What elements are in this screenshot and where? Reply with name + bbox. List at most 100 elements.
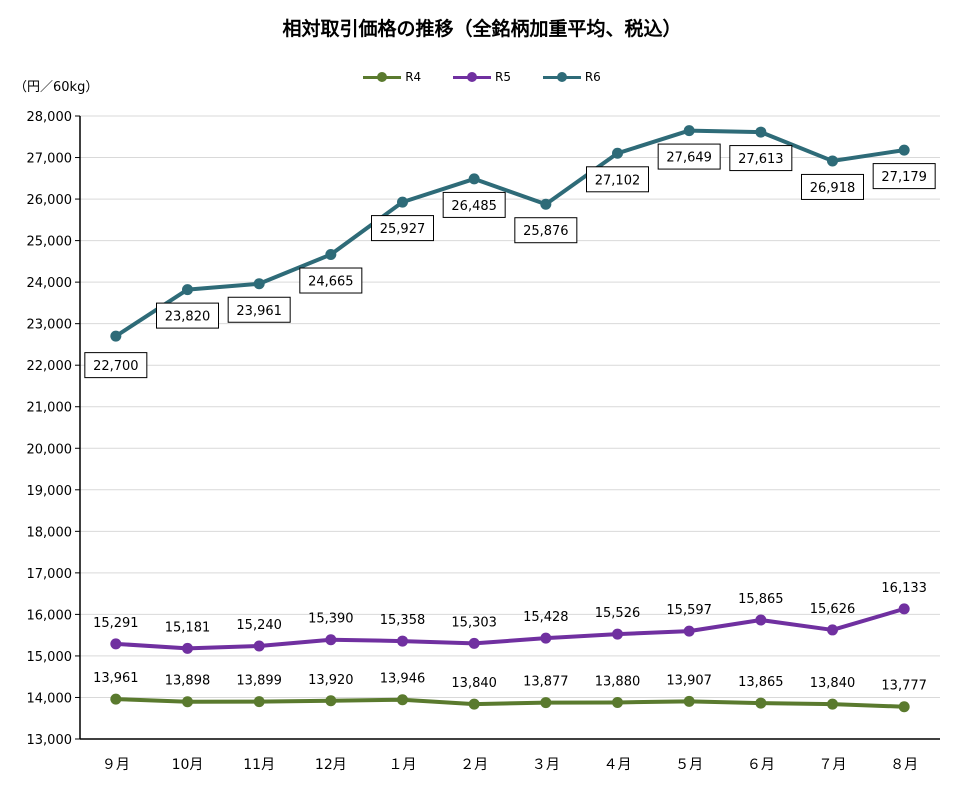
data-label-r5: 15,303: [451, 615, 497, 630]
data-label-r4: 13,880: [595, 674, 641, 689]
data-point-r5: [827, 624, 838, 636]
data-point-r5: [683, 625, 695, 637]
data-point-r5: [755, 614, 767, 626]
x-tick-label: 10月: [172, 757, 204, 773]
series-line-r5: [115, 606, 905, 651]
data-label-box-r6: [156, 302, 219, 329]
data-label-box-r6: [657, 143, 721, 170]
y-tick-label: 27,000: [27, 152, 73, 167]
legend-swatch-r5: [453, 69, 491, 85]
data-point-r6: [612, 147, 623, 159]
legend-label-r5: R5: [495, 70, 511, 84]
data-point-r4: [683, 695, 695, 707]
legend-item-r6: R6: [542, 69, 601, 85]
data-label-box-r6: [514, 217, 578, 244]
y-tick-label: 16,000: [27, 608, 73, 623]
data-point-r6: [755, 126, 767, 138]
x-tick-label: １月: [389, 757, 417, 773]
data-point-r4: [898, 701, 910, 713]
data-label-r4: 13,898: [165, 674, 211, 689]
data-point-r5: [468, 637, 480, 649]
data-label-r5: 16,133: [881, 581, 927, 596]
data-label-r5: 15,428: [523, 610, 569, 625]
data-label-r5: 15,358: [380, 613, 426, 628]
y-tick-label: 18,000: [27, 525, 73, 540]
data-label-r4: 13,907: [666, 673, 712, 688]
series-line-r4: [115, 697, 905, 709]
legend-item-r5: R5: [453, 69, 511, 85]
data-point-r4: [182, 696, 193, 708]
y-tick-label: 13,000: [27, 733, 73, 748]
data-label-r6: 27,179: [881, 170, 927, 185]
data-point-r5: [182, 642, 193, 654]
chart-title: 相対取引価格の推移（全銘柄加重平均、税込）: [282, 18, 682, 40]
data-label-r4: 13,961: [93, 671, 139, 686]
data-label-box-r6: [299, 267, 363, 294]
x-tick-label: ５月: [675, 757, 703, 773]
x-tick-label: ２月: [460, 757, 488, 773]
x-tick-label: ６月: [747, 757, 775, 773]
data-label-r6: 24,665: [308, 275, 354, 290]
series-line-r6: [114, 128, 905, 338]
data-label-r6: 22,700: [93, 359, 139, 374]
data-point-r5: [325, 634, 337, 646]
data-label-r5: 15,390: [308, 612, 354, 627]
data-point-r5: [540, 632, 552, 644]
data-label-r5: 15,597: [666, 603, 712, 618]
data-label-r4: 13,877: [523, 675, 569, 690]
data-point-r6: [683, 125, 695, 137]
data-point-r4: [540, 697, 552, 709]
x-tick-label: ９月: [102, 757, 130, 773]
y-tick-label: 14,000: [27, 691, 73, 706]
data-label-r6: 27,102: [595, 173, 641, 188]
legend-swatch-r4: [363, 69, 402, 85]
legend-label-r6: R6: [584, 70, 601, 84]
data-label-box-r6: [729, 145, 793, 172]
data-point-r6: [468, 173, 480, 185]
data-point-r5: [612, 628, 623, 640]
data-point-r6: [253, 278, 265, 290]
data-label-r5: 15,865: [738, 592, 784, 607]
data-label-box-r6: [442, 191, 506, 218]
data-label-r4: 13,840: [810, 676, 856, 691]
x-tick-label: 12月: [315, 757, 347, 773]
data-point-r5: [898, 603, 910, 615]
y-tick-label: 20,000: [27, 442, 73, 457]
x-tick-label: ８月: [890, 757, 918, 773]
data-label-r5: 15,291: [93, 616, 139, 631]
y-tick-label: 19,000: [27, 484, 73, 499]
y-tick-label: 24,000: [27, 276, 73, 291]
data-point-r4: [827, 698, 838, 710]
data-point-r4: [755, 697, 767, 709]
data-point-r4: [253, 696, 265, 708]
y-tick-label: 21,000: [27, 401, 73, 416]
data-label-r6: 23,820: [165, 310, 211, 325]
data-label-r4: 13,920: [308, 673, 354, 688]
data-point-r6: [827, 155, 838, 167]
data-point-r4: [325, 695, 337, 707]
data-label-box-r6: [371, 215, 434, 242]
data-label-r6: 27,613: [738, 152, 784, 167]
y-tick-label: 23,000: [27, 318, 73, 333]
data-point-r5: [110, 638, 122, 650]
data-label-box-r6: [872, 163, 936, 190]
data-label-r6: 27,649: [666, 151, 712, 166]
data-label-r5: 15,626: [810, 602, 856, 617]
legend: R4 R5 R6: [0, 69, 964, 88]
y-axis-unit-label: （円／60kg）: [14, 80, 99, 95]
y-tick-label: 15,000: [27, 650, 73, 665]
data-label-r6: 23,961: [236, 304, 282, 319]
data-label-r5: 15,181: [165, 620, 211, 635]
data-point-r4: [110, 693, 122, 705]
data-label-box-r6: [84, 352, 148, 379]
data-point-r6: [397, 196, 408, 208]
legend-label-r4: R4: [405, 70, 422, 84]
x-tick-label: ３月: [532, 757, 560, 773]
data-label-r4: 13,777: [881, 679, 927, 694]
data-label-r4: 13,865: [738, 675, 784, 690]
data-label-r4: 13,946: [380, 672, 426, 687]
data-label-r5: 15,526: [595, 606, 641, 621]
data-label-r6: 25,927: [380, 222, 426, 237]
data-point-r4: [612, 696, 623, 708]
